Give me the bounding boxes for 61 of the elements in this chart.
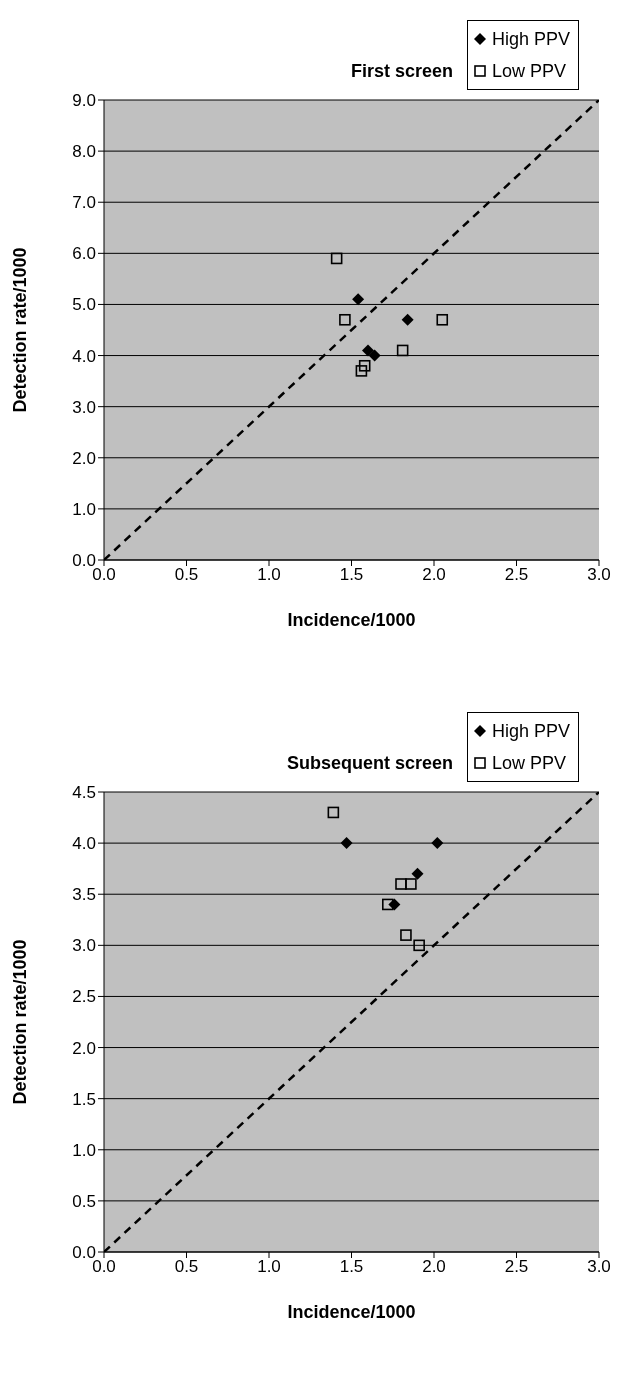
point xyxy=(411,867,424,880)
x-tick-label: 2.0 xyxy=(422,565,446,585)
y-tick-label: 4.0 xyxy=(72,834,96,854)
point xyxy=(358,359,371,372)
point xyxy=(431,837,444,850)
point xyxy=(405,878,417,890)
y-tick-label: 4.0 xyxy=(72,346,96,366)
x-tick-label: 2.5 xyxy=(504,565,529,585)
chart-title: Subsequent screen xyxy=(286,753,453,775)
point xyxy=(327,806,340,819)
point xyxy=(401,313,414,326)
point xyxy=(355,365,368,377)
point xyxy=(413,939,425,952)
y-tick-label: 5.0 xyxy=(72,295,96,315)
point xyxy=(330,252,343,265)
point xyxy=(436,313,449,326)
point xyxy=(396,344,409,357)
y-tick-label: 8.0 xyxy=(72,142,96,162)
x-tick-label: 0.5 xyxy=(174,565,199,585)
point xyxy=(382,898,394,911)
x-tick-label: 0.0 xyxy=(92,565,116,585)
y-axis-title: Detection rate/1000 xyxy=(10,247,31,413)
legend-label: High PPV xyxy=(491,28,570,51)
y-tick-label: 4.5 xyxy=(72,783,96,803)
x-tick-label: 3.0 xyxy=(587,565,611,585)
x-tick-label: 0.0 xyxy=(92,1257,116,1277)
legend-label: Low PPV xyxy=(491,752,566,775)
x-tick-label: 1.0 xyxy=(257,565,281,585)
x-tick-label: 2.0 xyxy=(422,1257,446,1277)
x-tick-label: 3.0 xyxy=(587,1257,611,1277)
x-axis-title: Incidence/1000 xyxy=(287,610,416,630)
y-tick-label: 1.0 xyxy=(72,1140,96,1160)
y-tick-label: 3.0 xyxy=(72,397,96,417)
y-tick-label: 1.5 xyxy=(72,1089,96,1109)
x-tick-label: 1.5 xyxy=(339,565,364,585)
y-tick-label: 2.0 xyxy=(72,1038,96,1058)
point xyxy=(362,344,374,357)
x-tick-label: 1.5 xyxy=(339,1257,364,1277)
y-tick-label: 3.5 xyxy=(72,885,96,905)
y-tick-label: 1.0 xyxy=(72,499,96,519)
y-tick-label: 9.0 xyxy=(72,91,96,111)
point xyxy=(340,837,353,850)
chart-title: First screen xyxy=(350,61,453,83)
y-tick-label: 0.5 xyxy=(72,1191,96,1211)
point xyxy=(395,878,407,890)
x-tick-label: 0.5 xyxy=(174,1257,199,1277)
y-tick-label: 2.5 xyxy=(72,987,96,1007)
y-tick-label: 6.0 xyxy=(72,244,96,264)
legend-label: High PPV xyxy=(491,720,570,743)
x-axis-title: Incidence/1000 xyxy=(287,1302,416,1322)
x-tick-label: 2.5 xyxy=(504,1257,529,1277)
point xyxy=(339,313,351,326)
point xyxy=(400,929,412,941)
y-tick-label: 3.0 xyxy=(72,936,96,956)
x-tick-label: 1.0 xyxy=(257,1257,281,1277)
point xyxy=(368,349,381,362)
y-axis-title: Detection rate/1000 xyxy=(10,939,31,1105)
point xyxy=(352,293,365,306)
y-tick-label: 7.0 xyxy=(72,193,96,213)
y-tick-label: 2.0 xyxy=(72,448,96,468)
legend-label: Low PPV xyxy=(491,60,566,83)
